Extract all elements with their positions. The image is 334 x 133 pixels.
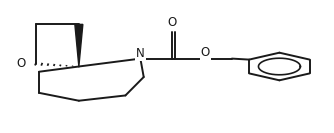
- Text: O: O: [167, 16, 177, 29]
- Text: N: N: [136, 47, 145, 60]
- Text: O: O: [17, 57, 26, 70]
- Polygon shape: [75, 24, 83, 66]
- Text: O: O: [201, 46, 210, 59]
